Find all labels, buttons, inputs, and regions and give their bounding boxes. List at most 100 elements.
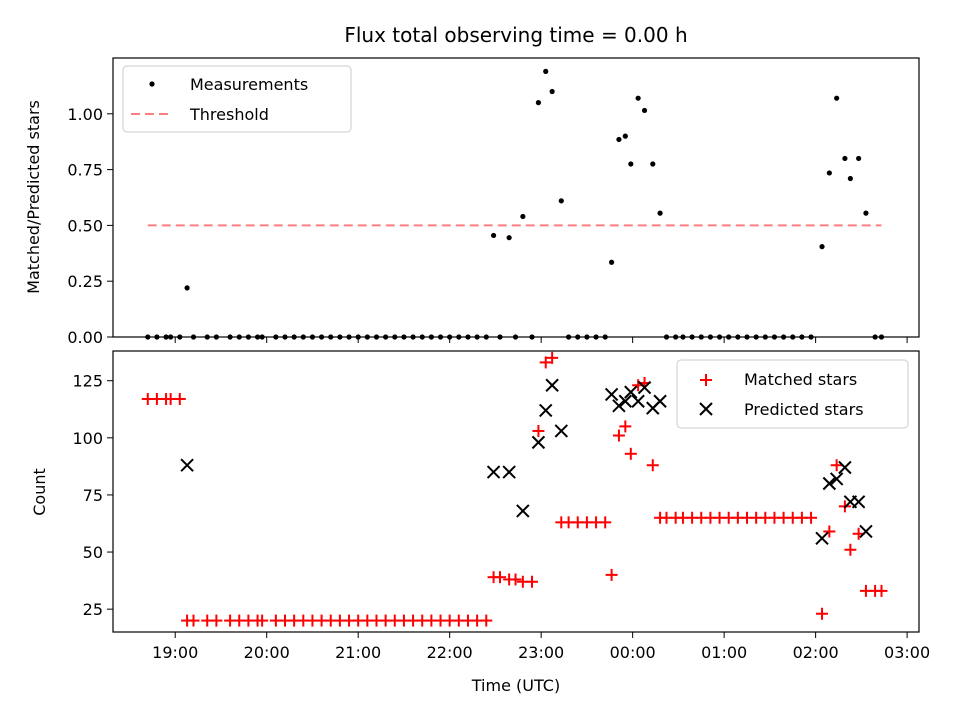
measurement-point — [383, 334, 389, 340]
measurement-point — [657, 210, 663, 216]
predicted-star-point — [531, 435, 546, 450]
predicted-star-point — [829, 472, 844, 486]
measurement-point — [177, 334, 183, 340]
measurement-point — [808, 334, 814, 340]
matched-star-point — [526, 575, 539, 588]
measurement-point — [410, 334, 416, 340]
predicted-legend-label: Predicted stars — [744, 400, 864, 419]
measurement-point — [419, 334, 425, 340]
threshold-legend-label: Threshold — [189, 105, 269, 124]
matched-legend-marker — [700, 374, 712, 386]
measurement-point — [204, 334, 210, 340]
measurement-point — [558, 198, 564, 204]
measurement-point — [593, 334, 599, 340]
measurement-point — [428, 334, 434, 340]
measurement-point — [663, 334, 670, 340]
count-y-tick-label: 50 — [83, 543, 103, 562]
matched-star-point — [173, 392, 186, 405]
measurement-points — [145, 68, 885, 340]
predicted-star-point — [180, 458, 194, 472]
measurement-point — [490, 232, 497, 239]
measurement-point — [790, 334, 796, 340]
measurement-point — [680, 334, 686, 340]
ratio-y-ticks: 0.00 0.25 0.50 0.75 1.00 — [67, 105, 113, 347]
matched-star-point — [546, 351, 559, 364]
measurement-point — [497, 334, 503, 340]
measurement-point — [355, 334, 361, 340]
matched-star-point — [509, 573, 522, 586]
matched-star-point — [646, 459, 659, 472]
measurement-point — [145, 334, 151, 340]
measurement-point — [689, 334, 695, 340]
matched-star-point — [480, 614, 493, 627]
measurement-point — [609, 259, 615, 265]
measurement-point — [826, 170, 832, 176]
predicted-star-point — [624, 385, 638, 399]
predicted-stars-points — [180, 378, 873, 546]
count-panel: 25 50 75 100 125 19:00 20:00 21:00 22:00 23:00 00… — [30, 350, 930, 695]
measurement-point — [543, 68, 549, 74]
measurement-point — [753, 334, 759, 340]
measurement-point — [520, 213, 526, 220]
measurement-point — [506, 235, 512, 241]
measurement-point — [309, 334, 316, 340]
measurement-point — [819, 244, 825, 250]
measurement-point — [512, 334, 519, 340]
count-x-ticks: 19:00 20:00 21:00 22:00 23:00 00:00 01:00 02:00… — [152, 632, 930, 662]
matched-star-point — [256, 614, 269, 627]
measurement-point — [254, 334, 261, 340]
measurement-point — [346, 334, 352, 340]
predicted-star-point — [604, 387, 619, 402]
measurement-point — [780, 334, 787, 340]
measurement-point — [771, 334, 778, 340]
measurement-point — [872, 334, 878, 340]
measurement-point — [535, 100, 542, 106]
measurement-point — [641, 107, 648, 114]
count-legend: Matched stars Predicted stars — [676, 359, 909, 429]
measurement-point — [584, 334, 590, 340]
measurement-point — [328, 334, 334, 340]
measurement-point — [337, 334, 343, 340]
predicted-star-point — [859, 524, 873, 539]
measurement-point — [673, 334, 679, 340]
count-y-ticks: 25 50 75 100 125 — [72, 372, 113, 619]
measurement-point — [227, 334, 233, 340]
matched-legend-label: Matched stars — [744, 370, 857, 389]
measurement-point — [716, 334, 723, 340]
measurement-point — [364, 334, 370, 340]
measurement-point — [184, 285, 190, 291]
x-tick-label: 02:00 — [793, 643, 839, 662]
matched-star-point — [823, 525, 836, 538]
measurement-point — [628, 161, 634, 167]
measurement-point — [236, 334, 242, 340]
measurements-legend-marker — [149, 81, 155, 87]
predicted-star-point — [851, 495, 866, 509]
x-tick-label: 23:00 — [518, 643, 564, 662]
predicted-star-point — [502, 465, 516, 479]
count-y-tick-label: 25 — [83, 600, 103, 619]
matched-star-point — [187, 614, 200, 627]
measurement-point — [566, 334, 572, 340]
measurement-point — [549, 88, 555, 95]
measurement-point — [483, 334, 489, 340]
x-tick-label: 19:00 — [152, 643, 198, 662]
measurement-point — [437, 334, 444, 340]
predicted-star-point — [838, 460, 852, 475]
measurement-point — [575, 334, 581, 340]
ratio-legend-box — [122, 65, 352, 133]
x-tick-label: 03:00 — [884, 643, 930, 662]
predicted-legend-marker — [699, 402, 713, 416]
measurement-point — [635, 95, 641, 101]
measurement-point — [373, 334, 380, 340]
count-y-tick-label: 125 — [72, 372, 103, 391]
ratio-legend: Measurements Threshold — [122, 65, 352, 133]
count-y-axis-label: Count — [30, 468, 49, 516]
measurement-point — [245, 334, 252, 340]
measurement-point — [616, 136, 622, 143]
count-y-tick-label: 100 — [72, 429, 103, 448]
measurement-point — [392, 334, 398, 340]
ratio-y-tick-label: 0.25 — [67, 272, 103, 291]
measurement-point — [163, 334, 169, 340]
measurement-point — [529, 334, 535, 340]
